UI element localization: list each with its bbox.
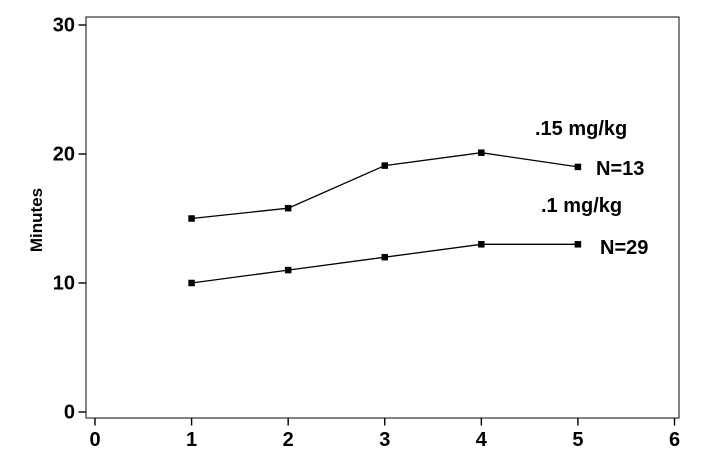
- series1-label: .15 mg/kg: [535, 118, 628, 140]
- data-point-marker: [381, 253, 388, 261]
- plot-frame: [85, 16, 680, 419]
- x-tick-label: 4: [476, 429, 488, 451]
- x-tick-label: 3: [379, 429, 390, 451]
- data-point-marker: [574, 163, 582, 171]
- data-point-marker: [381, 162, 388, 169]
- data-point-marker: [284, 204, 292, 212]
- y-axis-title: Minutes: [27, 187, 46, 253]
- x-tick-label: 6: [669, 429, 680, 451]
- x-tick-label: 1: [186, 429, 197, 451]
- series1-n-count: N=13: [596, 158, 645, 180]
- data-point-marker: [188, 215, 195, 222]
- data-point-marker: [478, 241, 485, 248]
- y-tick-label: 10: [53, 273, 75, 295]
- y-tick-label: 30: [53, 15, 75, 37]
- x-tick-label: 5: [572, 429, 583, 451]
- y-tick-label: 20: [53, 144, 75, 166]
- y-tick-label: 0: [64, 402, 75, 424]
- series-line: [191, 243, 578, 284]
- series2-n-count: N=29: [600, 237, 649, 259]
- x-tick-label: 2: [283, 429, 294, 451]
- series2-label: .1 mg/kg: [541, 195, 623, 217]
- data-point-marker: [574, 241, 582, 248]
- data-point-marker: [188, 279, 195, 287]
- data-point-marker: [284, 266, 292, 274]
- data-point-marker: [478, 149, 485, 156]
- x-tick-label: 0: [89, 429, 100, 451]
